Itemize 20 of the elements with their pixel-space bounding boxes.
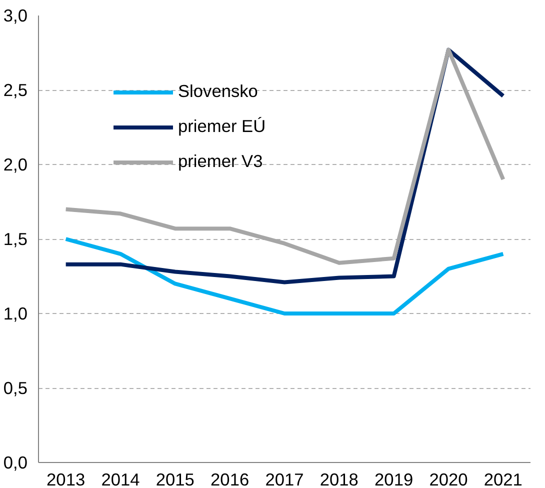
x-tick-label: 2021 bbox=[484, 470, 522, 488]
y-tick-label: 3,0 bbox=[3, 6, 28, 26]
y-tick-label: 0,0 bbox=[3, 452, 28, 472]
x-tick-label: 2015 bbox=[156, 470, 194, 488]
x-tick-label: 2019 bbox=[374, 470, 414, 488]
legend-label: Slovensko bbox=[178, 81, 259, 102]
x-tick-label: 2018 bbox=[320, 470, 358, 488]
x-tick-label: 2017 bbox=[265, 470, 304, 488]
x-tick-label: 2020 bbox=[429, 470, 468, 488]
y-tick-label: 2,0 bbox=[3, 154, 28, 174]
y-tick-label: 1,0 bbox=[3, 304, 28, 324]
x-tick-label: 2016 bbox=[210, 470, 250, 488]
legend-label: priemer V3 bbox=[178, 151, 264, 172]
x-tick-label: 2014 bbox=[101, 470, 140, 488]
line-series bbox=[64, 237, 506, 316]
y-tick-label: 1,5 bbox=[3, 229, 28, 249]
x-tick-label: 2013 bbox=[46, 470, 86, 488]
legend-label: priemer EÚ bbox=[178, 116, 267, 137]
y-tick-label: 0,5 bbox=[3, 378, 28, 398]
y-tick-label: 2,5 bbox=[3, 80, 28, 100]
